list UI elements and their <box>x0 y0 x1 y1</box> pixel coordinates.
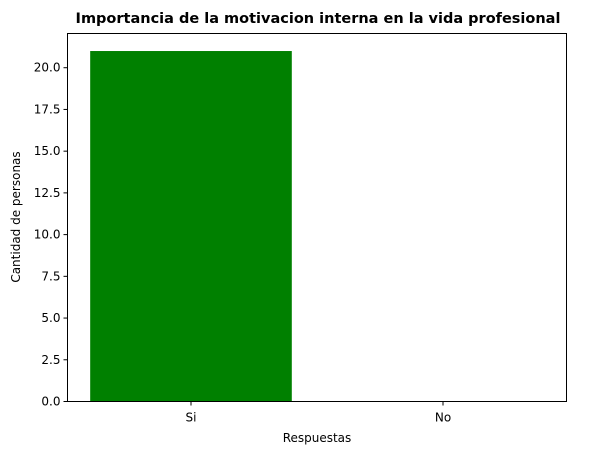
x-tick-label: No <box>435 411 451 425</box>
x-tick-label: Si <box>186 411 197 425</box>
y-tick-label: 10.0 <box>34 228 61 242</box>
y-tick-label: 2.5 <box>41 353 60 367</box>
y-tick-label: 17.5 <box>34 102 61 116</box>
y-tick-label: 15.0 <box>34 144 61 158</box>
x-axis-ticks: Si No <box>186 401 451 425</box>
y-axis-ticks: 0.0 2.5 5.0 7.5 10.0 12.5 15.0 17.5 20.0 <box>34 61 68 409</box>
plot-frame <box>67 33 567 402</box>
y-tick-label: 20.0 <box>34 61 61 75</box>
y-tick-label: 12.5 <box>34 186 61 200</box>
y-tick-label: 7.5 <box>41 269 60 283</box>
y-tick-label: 0.0 <box>41 395 60 409</box>
chart-title: Importancia de la motivacion interna en … <box>76 11 561 27</box>
y-tick-label: 5.0 <box>41 311 60 325</box>
bars-group <box>90 51 292 402</box>
bar-si <box>90 51 292 402</box>
y-axis-label: Cantidad de personas <box>9 151 23 282</box>
x-axis-label: Respuestas <box>283 431 352 445</box>
